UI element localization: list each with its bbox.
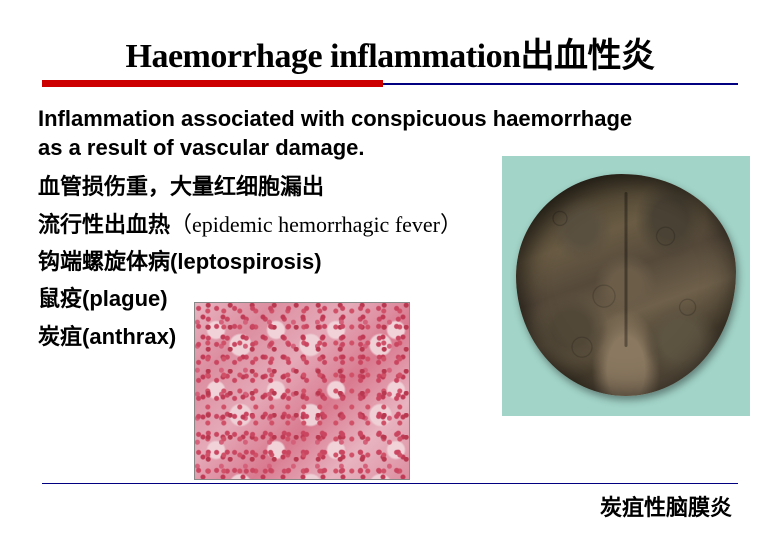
- slide: Haemorrhage inflammation出血性炎 Inflammatio…: [0, 0, 780, 540]
- slide-title: Haemorrhage inflammation出血性炎: [28, 28, 752, 77]
- item-plague-en: (plague): [82, 286, 168, 311]
- title-underline: [42, 83, 738, 91]
- image-brain: [502, 156, 750, 416]
- definition-line-1: Inflammation associated with conspicuous…: [38, 106, 632, 131]
- definition-text: Inflammation associated with conspicuous…: [38, 105, 742, 162]
- item-anthrax-cn: 炭疽: [38, 324, 82, 349]
- brain-shape: [516, 174, 736, 396]
- item-lepto-en: (leptospirosis): [170, 249, 322, 274]
- item-ehf-en: （epidemic hemorrhagic fever）: [170, 212, 462, 237]
- item-lepto-cn: 钩端螺旋体病: [38, 249, 170, 274]
- brain-gyri: [516, 174, 736, 396]
- image-histology: [194, 302, 410, 480]
- item-ehf-cn: 流行性出血热: [38, 212, 170, 237]
- item-plague-cn: 鼠疫: [38, 286, 82, 311]
- brain-caption: 炭疽性脑膜炎: [600, 490, 732, 522]
- bottom-rule: [42, 483, 738, 484]
- definition-line-2: as a result of vascular damage.: [38, 135, 365, 160]
- item-anthrax-en: (anthrax): [82, 324, 176, 349]
- title-rule-thick: [42, 80, 383, 87]
